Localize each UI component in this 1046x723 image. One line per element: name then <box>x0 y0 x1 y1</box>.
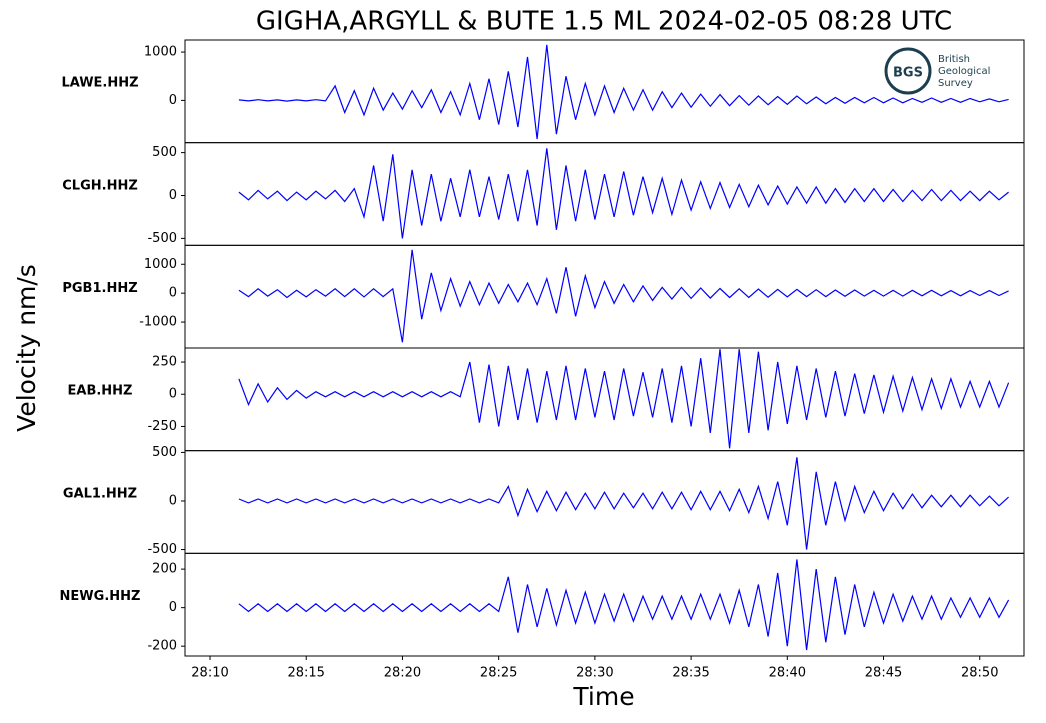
y-tick-label: 0 <box>169 600 177 615</box>
station-label: GAL1.HHZ <box>63 486 137 501</box>
logo-text: British <box>938 54 970 65</box>
panel-frame <box>184 142 1025 246</box>
trace <box>238 457 1010 550</box>
x-tick-label: 28:20 <box>384 666 421 681</box>
trace <box>238 148 1009 239</box>
y-tick-label: 0 <box>169 93 177 108</box>
y-tick-label: 0 <box>169 387 177 402</box>
station-label: PGB1.HHZ <box>62 281 137 296</box>
y-tick-label: 0 <box>169 493 177 508</box>
y-tick-label: -200 <box>147 639 177 654</box>
y-tick-label: 1000 <box>144 257 177 272</box>
logo-text: Geological <box>938 66 990 77</box>
logo-ring <box>884 47 932 95</box>
y-tick-label: 250 <box>152 355 177 370</box>
y-tick-label: 0 <box>169 286 177 301</box>
y-tick-label: 500 <box>152 445 177 460</box>
trace <box>238 44 1009 140</box>
y-axis-label: Velocity nm/s <box>12 264 41 432</box>
trace <box>238 559 1010 651</box>
x-tick-label: 28:40 <box>769 666 806 681</box>
y-tick-label: 500 <box>152 145 177 160</box>
chart-title: GIGHA,ARGYLL & BUTE 1.5 ML 2024-02-05 08… <box>256 7 952 37</box>
x-tick-label: 28:25 <box>480 666 517 681</box>
logo: BGS British Geological Survey <box>884 47 990 95</box>
trace <box>238 349 1010 449</box>
x-tick-label: 28:45 <box>865 666 902 681</box>
y-tick-label: 1000 <box>144 45 177 60</box>
trace <box>238 249 1009 343</box>
panel-frame <box>184 552 1025 657</box>
y-tick-label: -500 <box>147 231 177 246</box>
logo-initials: BGS <box>893 66 923 81</box>
station-label: EAB.HHZ <box>68 384 133 399</box>
y-tick-label: -250 <box>147 419 177 434</box>
y-tick-label: -1000 <box>139 315 177 330</box>
x-tick-label: 28:15 <box>287 666 324 681</box>
x-tick-label: 28:10 <box>191 666 228 681</box>
x-tick-label: 28:30 <box>576 666 613 681</box>
station-label: CLGH.HHZ <box>62 178 138 193</box>
y-tick-label: 200 <box>152 562 177 577</box>
logo-text: Survey <box>938 78 973 89</box>
y-tick-label: -500 <box>147 542 177 557</box>
station-label: NEWG.HHZ <box>60 589 141 604</box>
x-axis-label: Time <box>572 682 634 711</box>
y-tick-label: 0 <box>169 188 177 203</box>
station-label: LAWE.HHZ <box>61 76 138 91</box>
x-tick-label: 28:50 <box>961 666 998 681</box>
panel-frame <box>184 244 1025 349</box>
panel-frame <box>184 347 1025 452</box>
x-tick-label: 28:35 <box>672 666 709 681</box>
